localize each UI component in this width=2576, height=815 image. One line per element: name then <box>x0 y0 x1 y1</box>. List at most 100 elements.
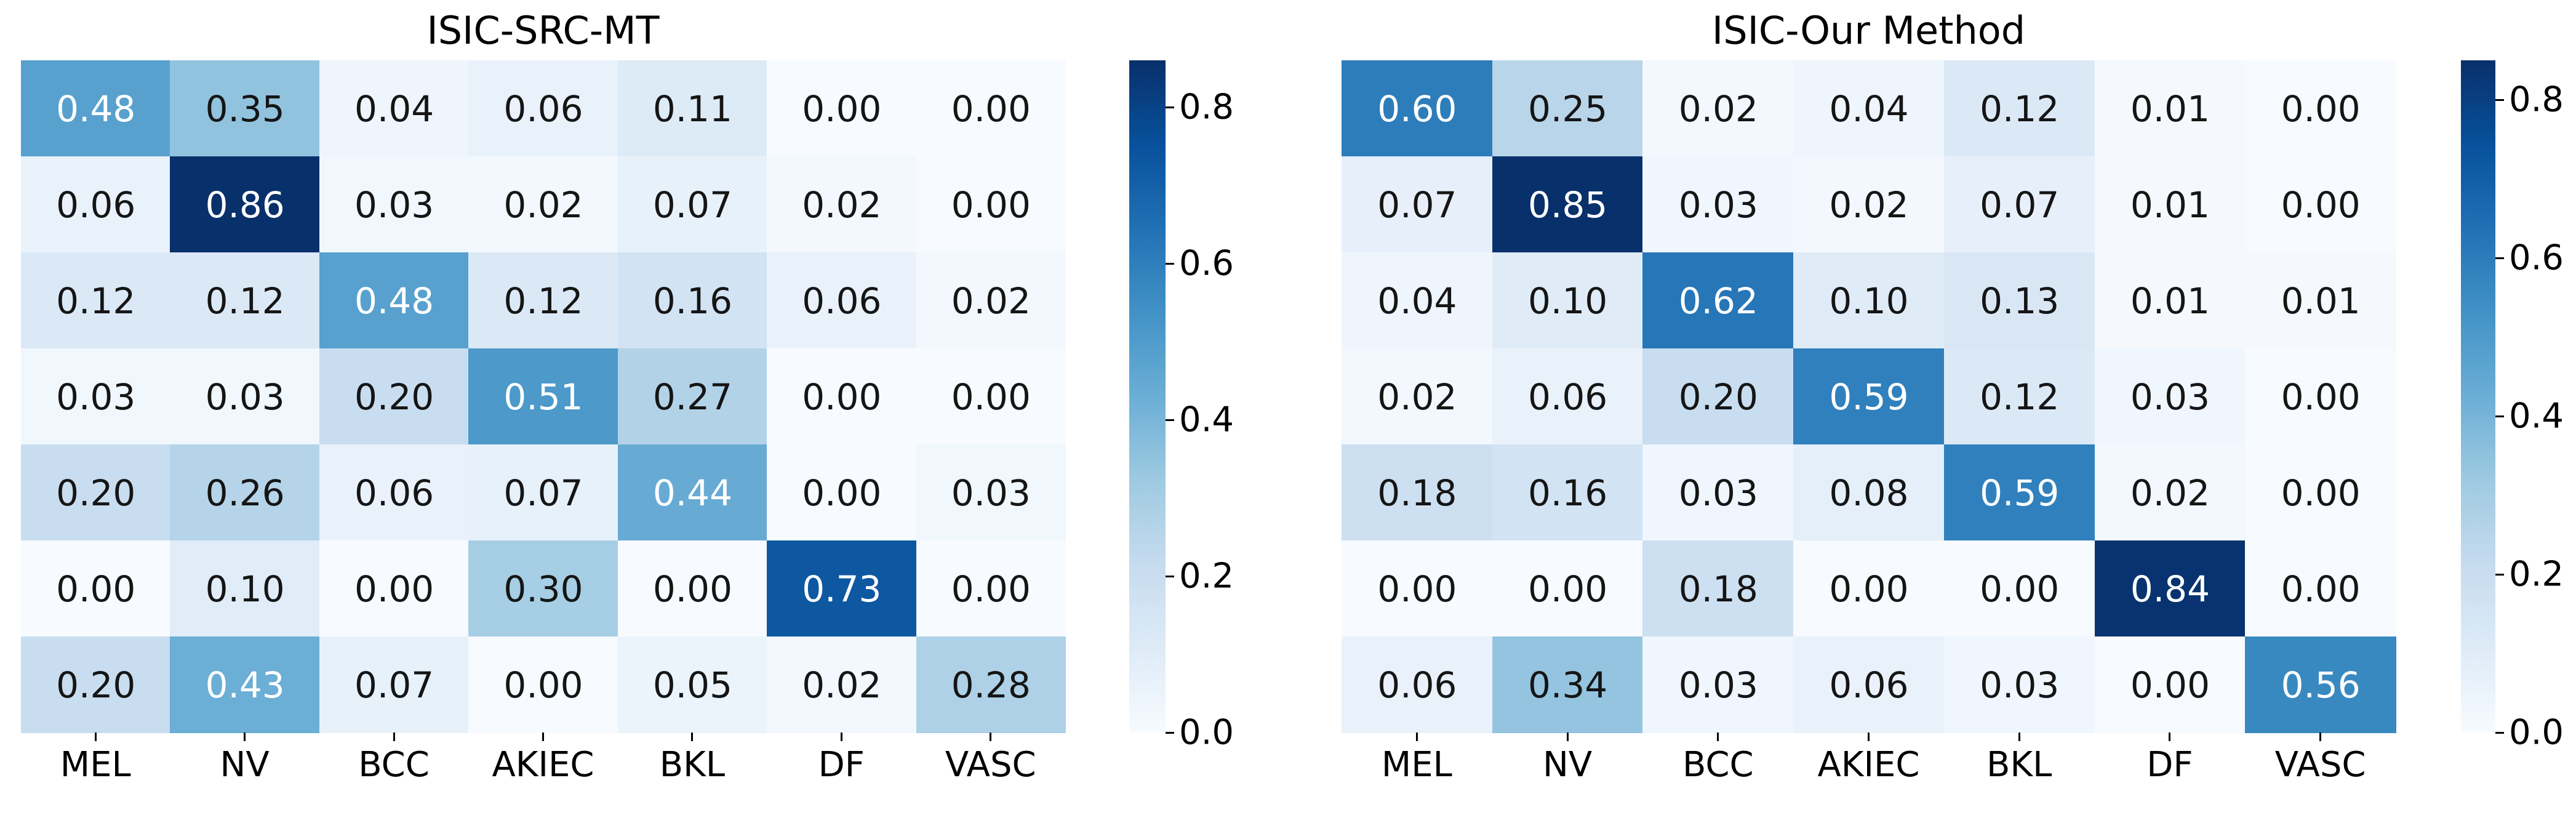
heatmap-cell: 0.10 <box>1793 252 1945 349</box>
heatmap-cell: 0.07 <box>319 636 470 733</box>
colorbar-tick-label: 0.0 <box>2509 712 2564 753</box>
colorbar-tick <box>1166 106 1174 108</box>
heatmap-cell: 0.28 <box>916 636 1066 733</box>
heatmap-cell: 0.20 <box>1642 348 1794 445</box>
heatmap-cell: 0.51 <box>468 348 618 445</box>
heatmap-cell: 0.59 <box>1943 444 2095 541</box>
heatmap-cell: 0.62 <box>1642 252 1794 349</box>
colorbar-tick <box>2495 415 2504 417</box>
heatmap-cell: 0.04 <box>1342 252 1493 349</box>
heatmap-cell: 0.20 <box>319 348 470 445</box>
heatmap-cell: 0.00 <box>1492 540 1644 637</box>
heatmap-cell: 0.02 <box>916 252 1066 349</box>
heatmap-cell: 0.07 <box>468 444 618 541</box>
colorbar-gradient <box>2461 60 2495 733</box>
heatmap-cell: 0.02 <box>767 156 917 253</box>
colorbar-tick <box>1166 419 1174 421</box>
colorbar-tick-label: 0.6 <box>2509 238 2564 278</box>
heatmap-cell: 0.06 <box>319 444 470 541</box>
x-axis-tick <box>2169 733 2171 741</box>
heatmap-cell: 0.00 <box>1793 540 1945 637</box>
x-axis-label: NV <box>220 745 270 785</box>
heatmap-cell: 0.02 <box>767 636 917 733</box>
heatmap-cell: 0.06 <box>468 60 618 157</box>
heatmap-cell: 0.00 <box>767 444 917 541</box>
heatmap-cell: 0.00 <box>468 636 618 733</box>
x-axis-label: BCC <box>358 745 430 785</box>
heatmap-cell: 0.12 <box>21 252 171 349</box>
heatmap-cell: 0.44 <box>617 444 768 541</box>
heatmap-cell: 0.00 <box>2245 540 2396 637</box>
heatmap-cell: 0.03 <box>319 156 470 253</box>
x-axis-label: BKL <box>1986 745 2052 785</box>
heatmap-cell: 0.03 <box>1642 636 1794 733</box>
colorbar-tick-label: 0.4 <box>1179 399 1234 440</box>
heatmap-cell: 0.00 <box>1943 540 2095 637</box>
x-axis-label: DF <box>2146 745 2193 785</box>
heatmap-cell: 0.03 <box>21 348 171 445</box>
colorbar-tick-label: 0.6 <box>1179 243 1234 284</box>
heatmap-cell: 0.13 <box>1943 252 2095 349</box>
heatmap-cell: 0.07 <box>1342 156 1493 253</box>
x-axis-label: BKL <box>659 745 726 785</box>
heatmap-cell: 0.06 <box>1793 636 1945 733</box>
x-axis-label: AKIEC <box>492 745 594 785</box>
heatmap-cell: 0.20 <box>21 636 171 733</box>
heatmap-cell: 0.02 <box>1342 348 1493 445</box>
heatmap-cell: 0.00 <box>916 348 1066 445</box>
heatmap-cell: 0.00 <box>2245 444 2396 541</box>
heatmap-cell: 0.03 <box>916 444 1066 541</box>
colorbar-tick <box>1166 575 1174 577</box>
colorbar-tick-label: 0.0 <box>1179 712 1234 753</box>
heatmap-cell: 0.00 <box>21 540 171 637</box>
heatmap-cell: 0.03 <box>170 348 320 445</box>
heatmap-cell: 0.10 <box>1492 252 1644 349</box>
heatmap-cell: 0.06 <box>21 156 171 253</box>
colorbar-tick <box>1166 731 1174 734</box>
heatmap-cell: 0.27 <box>617 348 768 445</box>
x-axis-tick <box>94 733 97 741</box>
heatmap-cell: 0.00 <box>767 348 917 445</box>
colorbar-tick-label: 0.8 <box>1179 87 1234 127</box>
colorbar-tick <box>2495 731 2504 734</box>
x-axis-tick <box>2018 733 2020 741</box>
x-axis-label: VASC <box>945 745 1036 785</box>
x-axis-label: BCC <box>1682 745 1754 785</box>
heatmap-cell: 0.04 <box>1793 60 1945 157</box>
colorbar: 0.8 0.6 0.4 0.2 0.0 <box>1129 60 1234 753</box>
heatmap-cell: 0.04 <box>319 60 470 157</box>
colorbar-tick <box>1166 262 1174 265</box>
heatmap-cell: 0.03 <box>1642 444 1794 541</box>
heatmap-cell: 0.35 <box>170 60 320 157</box>
heatmap-cell: 0.26 <box>170 444 320 541</box>
colorbar-tick-label: 0.2 <box>2509 554 2564 595</box>
x-axis-tick <box>244 733 246 741</box>
heatmap-cell: 0.00 <box>916 540 1066 637</box>
heatmap-cell: 0.18 <box>1342 444 1493 541</box>
chart-title: ISIC-Our Method <box>1711 8 2026 53</box>
heatmap-cell: 0.00 <box>617 540 768 637</box>
heatmap-cell: 0.00 <box>2245 348 2396 445</box>
heatmap-cell: 0.01 <box>2094 60 2246 157</box>
colorbar-tick-label: 0.2 <box>1179 556 1234 596</box>
heatmap-cell: 0.00 <box>2094 636 2246 733</box>
x-axis-label: AKIEC <box>1817 745 1920 785</box>
x-axis-label: NV <box>1542 745 1593 785</box>
x-axis-tick <box>691 733 694 741</box>
x-axis-tick <box>1717 733 1719 741</box>
x-axis-label: MEL <box>60 745 131 785</box>
heatmap-cell: 0.10 <box>170 540 320 637</box>
colorbar-tick-label: 0.8 <box>2509 79 2564 120</box>
heatmap-cell: 0.00 <box>2245 156 2396 253</box>
heatmap-cell: 0.56 <box>2245 636 2396 733</box>
heatmap-cell: 0.02 <box>1793 156 1945 253</box>
confusion-matrix-panel-our-method: ISIC-Our Method 0.60 0.25 0.02 0.04 0.12 0.01… <box>1288 0 2576 815</box>
heatmap-cell: 0.11 <box>617 60 768 157</box>
heatmap-cell: 0.03 <box>2094 348 2246 445</box>
x-axis-label: VASC <box>2274 745 2366 785</box>
heatmap-cell: 0.60 <box>1342 60 1493 157</box>
heatmap-cell: 0.85 <box>1492 156 1644 253</box>
heatmap-cell: 0.03 <box>1943 636 2095 733</box>
x-axis-tick <box>1415 733 1418 741</box>
